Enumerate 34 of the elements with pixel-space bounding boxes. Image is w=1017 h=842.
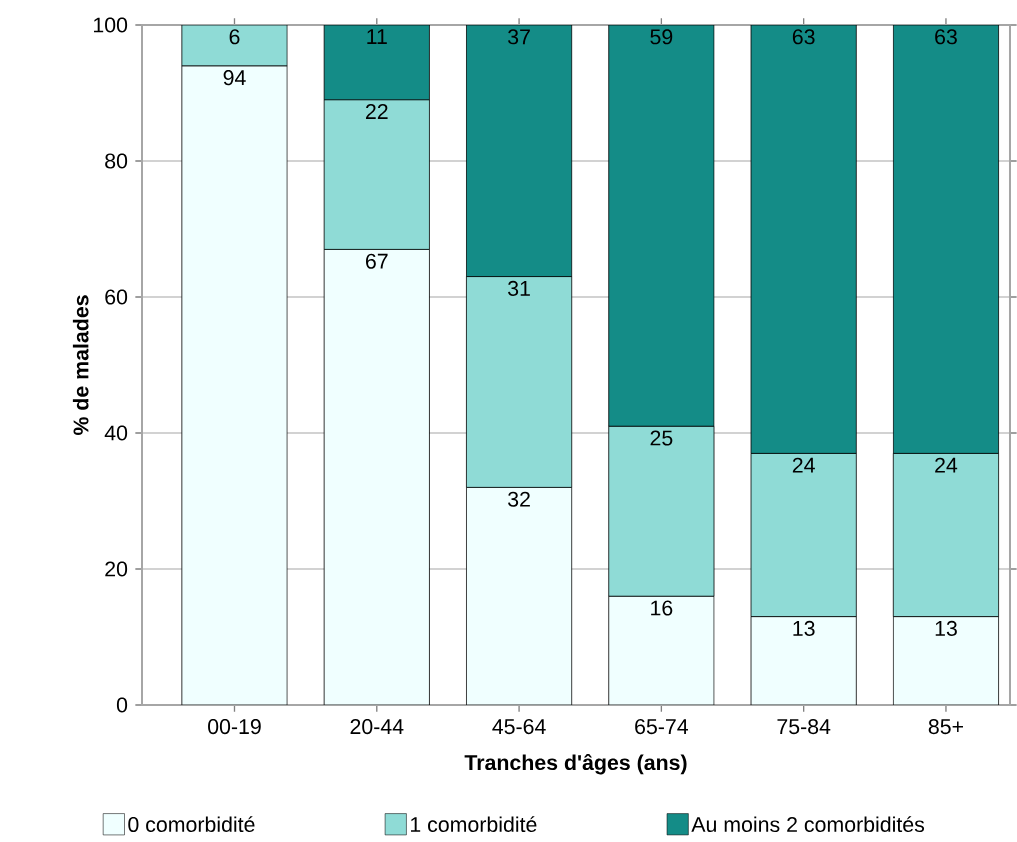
data-label: 6	[229, 29, 240, 45]
y-axis-title: % de malades	[72, 295, 89, 436]
y-tick-label: 40	[104, 425, 128, 441]
data-label: 63	[935, 29, 957, 45]
x-tick-label: 75-84	[777, 719, 831, 735]
x-tick-label: 65-74	[635, 719, 689, 735]
legend-label: Au moins 2 comorbidités	[691, 816, 925, 833]
x-axis-title: Tranches d'âges (ans)	[464, 753, 687, 775]
x-tick-label: 00-19	[208, 719, 261, 735]
data-label: 94	[223, 70, 246, 86]
data-label: 16	[651, 600, 673, 616]
x-tick-label: 85+	[928, 719, 963, 735]
y-tick-label: 60	[105, 289, 128, 305]
data-label: 31	[508, 280, 530, 296]
data-label: 22	[365, 104, 388, 119]
data-label: 11	[367, 29, 387, 44]
x-tick-label: 45-64	[492, 719, 546, 735]
data-label: 67	[366, 253, 388, 269]
y-tick-label: 100	[94, 17, 128, 33]
data-label: 24	[792, 457, 815, 473]
legend-label: 0 comorbidité	[128, 816, 255, 833]
data-label: 63	[792, 29, 815, 45]
y-tick-label: 0	[116, 697, 128, 713]
data-label: 59	[650, 29, 673, 45]
data-label: 13	[793, 620, 815, 636]
data-label: 25	[650, 430, 673, 446]
data-label: 32	[508, 491, 530, 507]
data-label: 37	[508, 29, 530, 45]
legend-label: 1 comorbidité	[411, 816, 537, 833]
y-tick-label: 80	[105, 153, 128, 169]
y-tick-label: 20	[105, 561, 128, 577]
data-label: 13	[935, 620, 957, 636]
data-label: 24	[935, 457, 958, 473]
x-tick-label: 20-44	[350, 719, 404, 735]
